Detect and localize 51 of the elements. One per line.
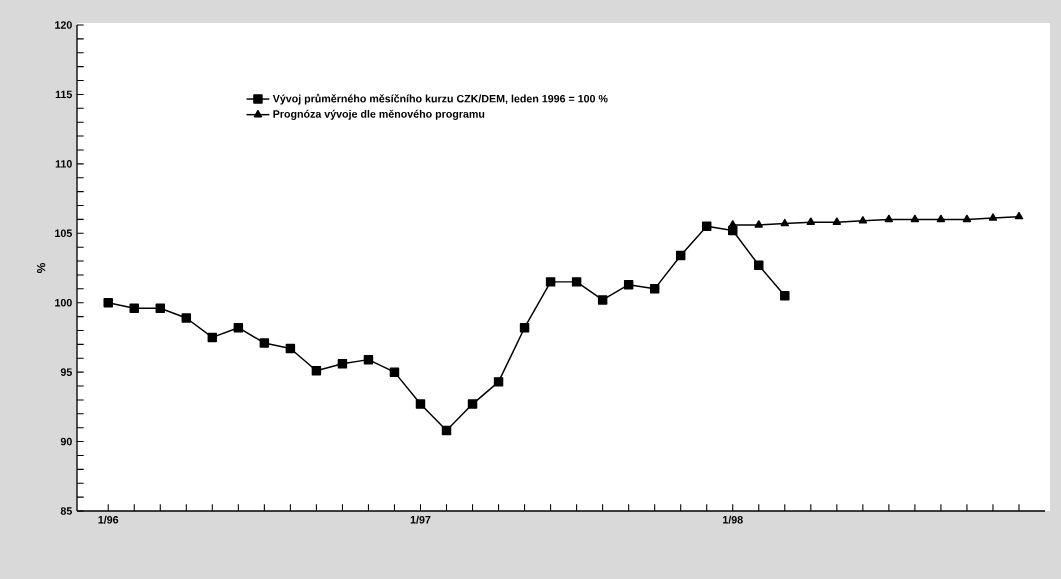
point <box>207 332 218 343</box>
point <box>754 260 764 270</box>
legend-label: Prognóza vývoje dle měnového programu <box>273 109 485 120</box>
x-tick-label: 1/98 <box>723 515 743 524</box>
point <box>285 343 296 354</box>
point <box>233 322 244 333</box>
point <box>363 354 374 365</box>
point <box>1014 211 1024 220</box>
point <box>701 221 712 232</box>
point <box>936 214 946 223</box>
y-tick-label: 105 <box>55 229 72 238</box>
point <box>467 399 478 409</box>
y-tick-label: 110 <box>55 160 72 168</box>
point <box>675 250 686 261</box>
point <box>884 214 894 223</box>
x-tick-label: 1/96 <box>98 515 119 524</box>
point <box>910 214 920 223</box>
point <box>780 291 790 301</box>
y-axis-title: % <box>36 262 46 274</box>
y-tick-label: 90 <box>60 437 72 446</box>
point <box>858 216 868 224</box>
point <box>493 377 504 387</box>
point <box>597 295 608 305</box>
point <box>780 218 789 227</box>
point <box>259 338 270 348</box>
point <box>988 213 998 221</box>
point <box>571 277 582 287</box>
y-tick-label: 115 <box>55 90 72 99</box>
x-tick-label: 1/97 <box>410 515 431 524</box>
point <box>832 217 842 225</box>
y-tick-label: 100 <box>55 298 72 307</box>
point <box>649 284 660 294</box>
point <box>441 425 452 436</box>
point <box>962 214 972 223</box>
point <box>181 313 192 323</box>
point <box>155 303 166 314</box>
point <box>103 297 113 308</box>
point <box>389 367 400 377</box>
legend-label: Vývoj průměrného měsíčního kurzu CZK/DEM, leden 1996 = 100 % <box>272 93 608 105</box>
y-tick-label: 120 <box>55 21 72 29</box>
y-tick-label: 85 <box>60 507 72 515</box>
y-tick-label: 95 <box>60 368 72 376</box>
point <box>806 217 816 225</box>
point <box>337 359 348 369</box>
point <box>311 366 322 376</box>
point <box>623 279 634 290</box>
point <box>545 277 556 287</box>
point <box>519 322 530 333</box>
point <box>129 303 139 314</box>
point <box>415 399 426 409</box>
point <box>754 220 763 228</box>
